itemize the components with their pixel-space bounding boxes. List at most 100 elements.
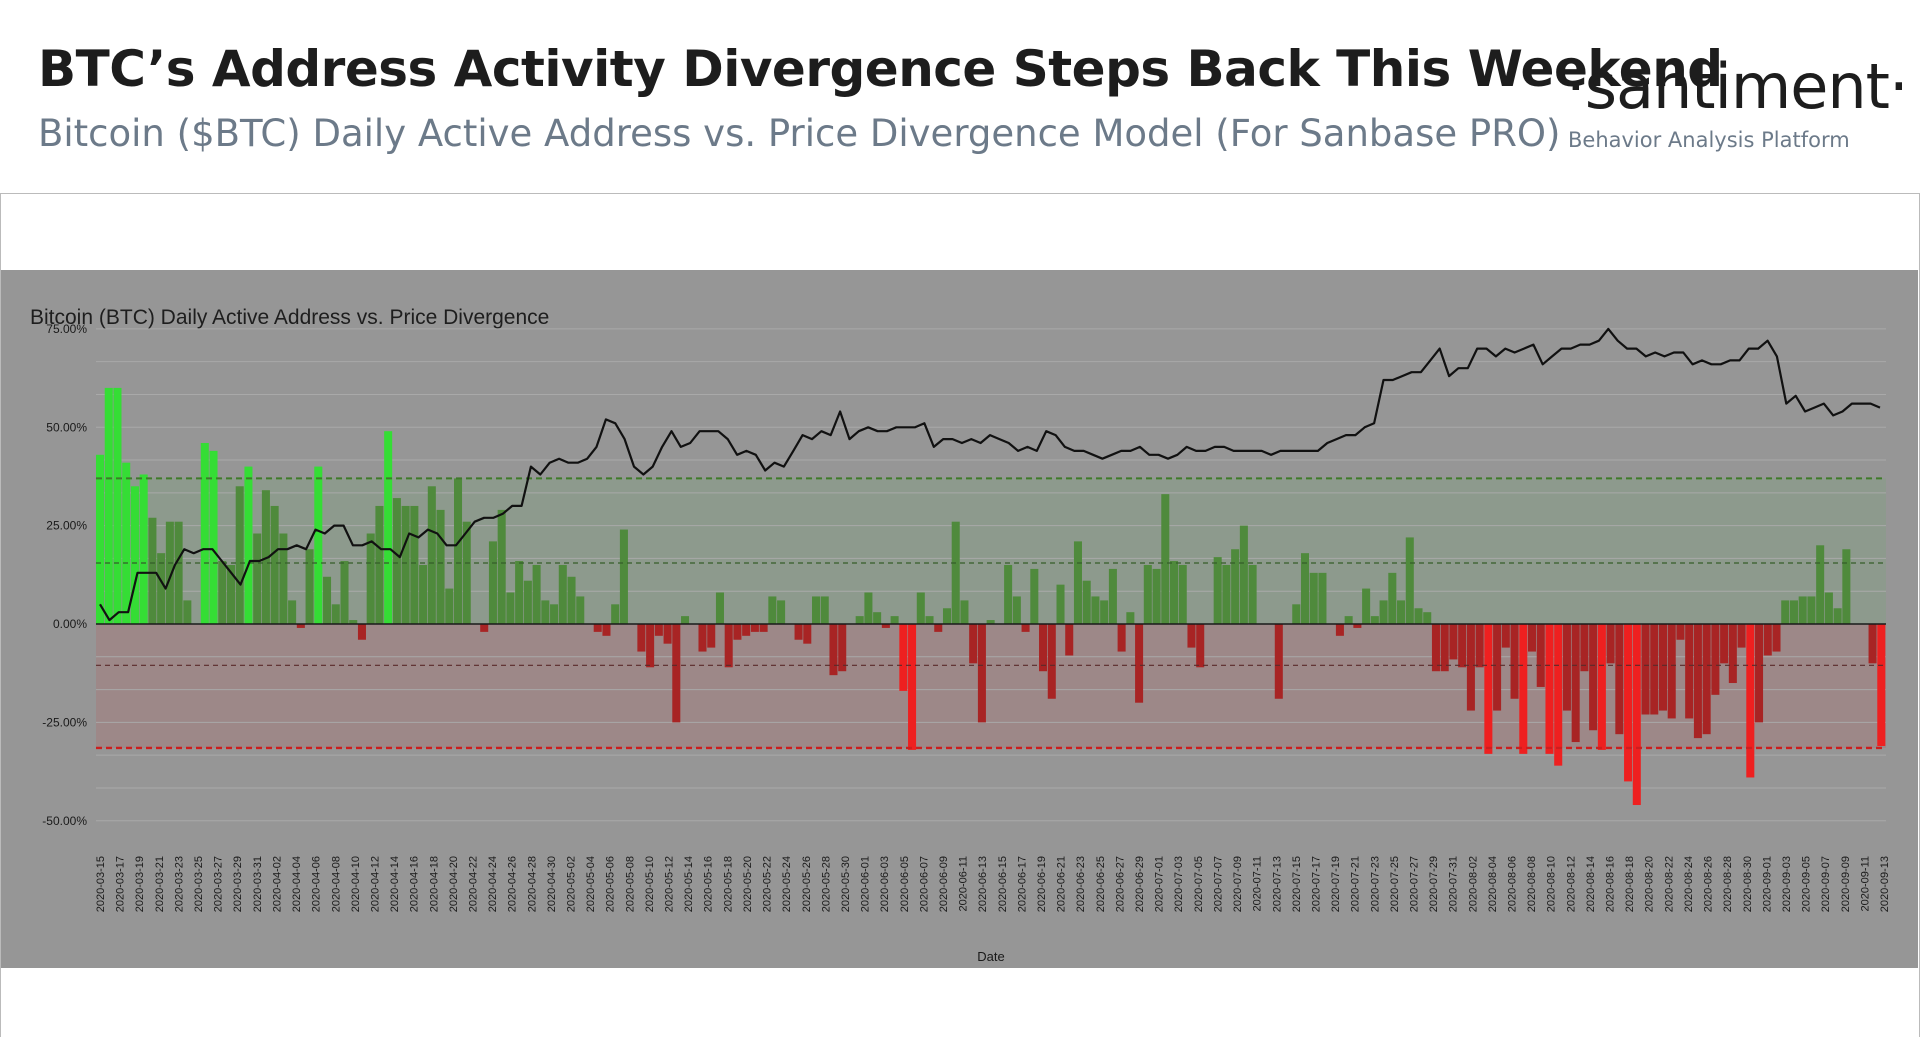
bar: [829, 624, 838, 676]
bar: [1571, 624, 1580, 743]
bar: [427, 486, 436, 624]
bar: [1213, 557, 1222, 624]
x-tick-label: 2020-03-21: [154, 856, 166, 912]
bar: [1798, 596, 1807, 624]
x-tick-label: 2020-06-13: [977, 856, 989, 912]
bar: [899, 624, 908, 691]
chart-title: Bitcoin (BTC) Daily Active Address vs. P…: [30, 306, 549, 329]
x-tick-label: 2020-06-05: [899, 856, 911, 912]
bar: [1789, 600, 1798, 624]
bar: [1746, 624, 1755, 778]
bar: [314, 466, 323, 624]
x-tick-label: 2020-06-07: [918, 856, 930, 912]
bar: [1143, 564, 1152, 624]
bar: [1039, 624, 1048, 672]
x-tick-label: 2020-06-19: [1036, 856, 1048, 912]
bar: [1536, 624, 1545, 687]
bar: [1449, 624, 1458, 660]
x-tick-label: 2020-05-30: [840, 856, 852, 912]
bar: [1161, 494, 1170, 624]
bar: [654, 624, 663, 636]
bar: [1004, 564, 1013, 624]
bar: [1615, 624, 1624, 735]
x-tick-label: 2020-07-31: [1448, 856, 1460, 912]
bar: [960, 600, 969, 624]
bar: [1414, 608, 1423, 624]
bar: [515, 561, 524, 624]
bar: [1597, 624, 1606, 750]
bar: [1702, 624, 1711, 735]
bar: [951, 521, 960, 624]
x-tick-label: 2020-05-20: [742, 856, 754, 912]
x-tick-label: 2020-09-03: [1781, 856, 1793, 912]
x-axis-label: Date: [977, 949, 1004, 964]
bar: [1737, 624, 1746, 648]
bar: [1728, 624, 1737, 684]
bar: [392, 498, 401, 624]
x-tick-label: 2020-05-28: [820, 856, 832, 912]
bar: [148, 517, 157, 624]
x-tick-label: 2020-06-09: [938, 856, 950, 912]
x-tick-label: 2020-08-08: [1526, 856, 1538, 912]
x-tick-label: 2020-08-10: [1546, 856, 1558, 912]
upper-band: [96, 478, 1886, 624]
x-tick-label: 2020-06-25: [1095, 856, 1107, 912]
bar: [1807, 596, 1816, 624]
y-tick-label: 0.00%: [53, 617, 87, 631]
bar: [681, 616, 690, 624]
bar: [1126, 612, 1135, 624]
x-tick-label: 2020-03-15: [95, 856, 107, 912]
bar: [820, 596, 829, 624]
bar: [1423, 612, 1432, 624]
x-axis-ticks: 2020-03-15 2020-03-17 2020-03-19 2020-03-21…: [95, 856, 1891, 912]
bar: [593, 624, 602, 632]
bar: [619, 529, 628, 624]
x-tick-label: 2020-07-11: [1252, 856, 1264, 911]
bar: [794, 624, 803, 640]
subheadline: Bitcoin ($BTC) Daily Active Address vs. …: [38, 112, 1561, 155]
x-tick-label: 2020-06-11: [958, 856, 970, 911]
x-tick-label: 2020-06-01: [860, 856, 872, 912]
bar: [750, 624, 759, 632]
x-tick-label: 2020-05-10: [644, 856, 656, 912]
bar: [410, 505, 419, 624]
x-tick-label: 2020-09-09: [1840, 856, 1852, 912]
x-tick-label: 2020-07-03: [1173, 856, 1185, 912]
bar: [401, 505, 410, 624]
x-tick-label: 2020-04-12: [370, 856, 382, 912]
bar: [768, 596, 777, 624]
x-tick-label: 2020-07-27: [1409, 856, 1421, 912]
x-tick-label: 2020-08-28: [1722, 856, 1734, 912]
bar: [890, 616, 899, 624]
bar: [1772, 624, 1781, 652]
bar: [436, 509, 445, 624]
divergence-bars: [96, 387, 1886, 806]
bar: [139, 474, 148, 624]
bar: [1466, 624, 1475, 711]
x-tick-label: 2020-04-14: [389, 856, 401, 912]
bar: [384, 431, 393, 624]
x-tick-label: 2020-08-06: [1507, 856, 1519, 912]
bar: [715, 592, 724, 624]
y-tick-label: -25.00%: [42, 715, 87, 729]
x-tick-label: 2020-08-24: [1683, 856, 1695, 912]
x-tick-label: 2020-07-23: [1369, 856, 1381, 912]
x-tick-label: 2020-05-06: [605, 856, 617, 912]
x-tick-label: 2020-04-24: [487, 856, 499, 912]
brand-tagline: Behavior Analysis Platform: [1568, 128, 1850, 152]
bar: [323, 576, 332, 624]
bar: [1440, 624, 1449, 672]
bar: [375, 505, 384, 624]
bar: [1589, 624, 1598, 731]
bar: [611, 604, 620, 624]
x-tick-label: 2020-07-17: [1311, 856, 1323, 912]
bar: [1047, 624, 1056, 699]
bar: [1755, 624, 1764, 723]
bar: [244, 466, 253, 624]
bar: [541, 600, 550, 624]
bar: [838, 624, 847, 672]
bar: [1082, 580, 1091, 624]
bar: [366, 533, 375, 624]
x-tick-label: 2020-09-01: [1761, 856, 1773, 912]
bar: [1606, 624, 1615, 664]
